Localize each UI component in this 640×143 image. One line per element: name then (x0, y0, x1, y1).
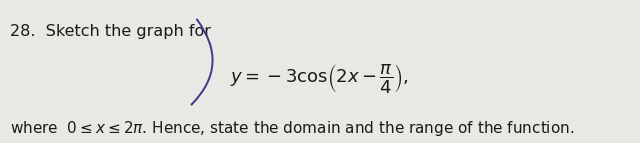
Text: $y = -3\cos\!\left(2x - \dfrac{\pi}{4}\right),$: $y = -3\cos\!\left(2x - \dfrac{\pi}{4}\r… (230, 62, 409, 95)
FancyArrowPatch shape (191, 19, 212, 104)
Text: where  $0 \leq x \leq 2\pi$. Hence, state the domain and the range of the functi: where $0 \leq x \leq 2\pi$. Hence, state… (10, 119, 574, 138)
Text: 28.  Sketch the graph for: 28. Sketch the graph for (10, 24, 211, 39)
